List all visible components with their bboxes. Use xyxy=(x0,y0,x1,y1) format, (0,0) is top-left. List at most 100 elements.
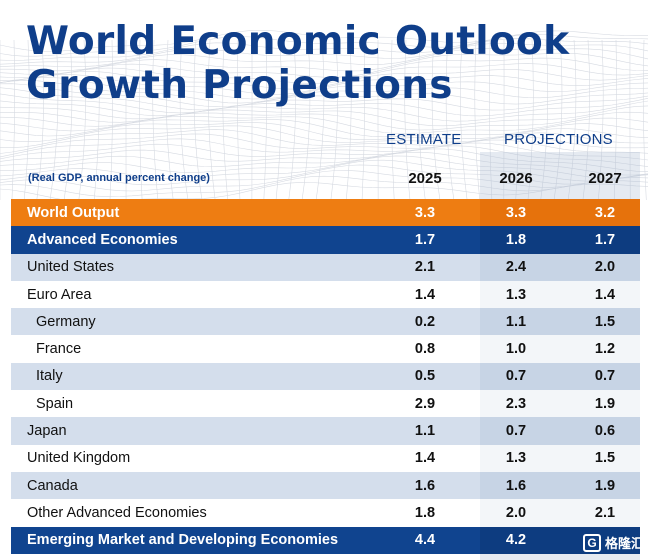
wave-line xyxy=(193,39,203,200)
projection-cell-shade xyxy=(480,226,640,254)
wave-mesh-background xyxy=(0,29,649,200)
row-label: Japan xyxy=(27,423,67,440)
value-2025: 1.4 xyxy=(414,450,436,467)
wave-line xyxy=(0,175,649,198)
wave-line xyxy=(0,159,649,182)
wave-line xyxy=(642,39,647,200)
wave-line xyxy=(474,39,481,200)
value-2027: 1.9 xyxy=(594,395,616,412)
year-header-2025: 2025 xyxy=(408,170,442,187)
wave-line xyxy=(515,39,520,200)
value-2027: 1.4 xyxy=(594,286,616,303)
wave-line xyxy=(36,39,45,200)
wave-line xyxy=(315,39,325,200)
title-line-2: Growth Projections xyxy=(26,63,453,108)
wave-line xyxy=(0,148,649,172)
wave-line xyxy=(222,39,229,200)
wave-line xyxy=(93,39,100,200)
value-2025: 4.4 xyxy=(414,532,436,549)
value-2025: 2.1 xyxy=(414,259,436,276)
value-2027: 0.7 xyxy=(594,368,616,385)
wave-line xyxy=(0,48,649,68)
wave-line xyxy=(417,39,426,200)
projections-header: PROJECTIONS xyxy=(504,131,613,148)
value-2026: 2.3 xyxy=(505,395,527,412)
wave-line xyxy=(78,39,87,200)
wave-line xyxy=(0,133,649,154)
value-2026: 2.4 xyxy=(505,259,527,276)
wave-line xyxy=(179,39,189,200)
value-2025: 1.8 xyxy=(414,504,436,521)
row-label: United Kingdom xyxy=(27,450,131,467)
value-2027: 1.7 xyxy=(594,231,616,248)
wave-line xyxy=(275,39,282,200)
value-2027: 2.1 xyxy=(594,504,616,521)
value-2026: 1.6 xyxy=(505,477,527,494)
wave-line xyxy=(301,39,311,200)
wave-line xyxy=(0,138,649,161)
wave-line xyxy=(288,39,297,200)
row-label: Advanced Economies xyxy=(27,231,178,248)
wave-line xyxy=(460,39,468,200)
table-row-united-states: United States 2.1 2.4 2.0 xyxy=(11,253,640,281)
value-2026: 1.3 xyxy=(505,286,527,303)
estimate-header: ESTIMATE xyxy=(386,131,462,148)
table-row-italy: Italy 0.5 0.7 0.7 xyxy=(11,362,640,391)
projection-cell-shade xyxy=(480,199,640,227)
wave-line xyxy=(582,39,590,200)
value-2026: 2.0 xyxy=(505,504,527,521)
table-row-germany: Germany 0.2 1.1 1.5 xyxy=(11,308,640,336)
wave-line xyxy=(49,39,59,200)
wave-line xyxy=(431,39,441,200)
value-2026: 0.7 xyxy=(505,368,527,385)
wave-line xyxy=(0,111,649,131)
wave-line xyxy=(0,170,649,192)
wave-line xyxy=(540,39,549,200)
row-label: France xyxy=(36,341,82,358)
wave-line xyxy=(0,29,648,52)
wave-line xyxy=(263,39,268,200)
wave-line xyxy=(0,38,649,61)
wave-line xyxy=(553,39,563,200)
value-2027: 1.5 xyxy=(594,313,616,330)
wave-line xyxy=(237,39,241,200)
growth-table: World Output 3.3 3.3 3.2 Advanced Econom… xyxy=(11,199,640,554)
wave-line xyxy=(613,39,617,200)
wave-line xyxy=(361,39,365,200)
wave-line xyxy=(0,182,649,200)
wave-line xyxy=(0,43,649,65)
gelonghui-logo-icon: G xyxy=(582,533,601,552)
value-2025: 1.1 xyxy=(414,423,436,440)
value-2027: 0.6 xyxy=(594,423,616,440)
value-2027: 3.2 xyxy=(594,204,616,221)
wave-line xyxy=(0,143,649,167)
table-row-canada: Canada 1.6 1.6 1.9 xyxy=(11,471,640,500)
row-label: World Output xyxy=(27,204,120,221)
wave-line xyxy=(152,39,159,200)
watermark: G 格隆汇 xyxy=(582,533,644,552)
wave-line xyxy=(445,39,455,200)
wave-line xyxy=(345,39,352,200)
value-2025: 1.6 xyxy=(414,477,436,494)
wave-line xyxy=(390,39,395,200)
row-label: Spain xyxy=(36,395,74,412)
row-label: Germany xyxy=(36,313,96,330)
table-row-advanced-economies: Advanced Economies 1.7 1.8 1.7 xyxy=(11,226,640,254)
wave-line xyxy=(0,119,649,138)
wave-line xyxy=(139,39,143,200)
wave-line xyxy=(0,122,649,140)
value-2025: 2.9 xyxy=(414,395,436,412)
value-2026: 4.2 xyxy=(505,532,527,549)
table-row-emerging-market-and-developing-economies: Emerging Market and Developing Economies… xyxy=(11,526,640,554)
wave-line xyxy=(0,52,649,72)
wave-line xyxy=(207,39,216,200)
value-2027: 2.0 xyxy=(594,259,616,276)
title-line-1: World Economic Outlook xyxy=(26,19,570,64)
value-2027: 1.2 xyxy=(594,341,616,358)
value-2026: 1.0 xyxy=(505,341,527,358)
wave-line xyxy=(0,115,649,134)
wave-line xyxy=(0,164,649,186)
value-2025: 1.7 xyxy=(414,231,436,248)
wave-line xyxy=(0,129,649,149)
wave-line xyxy=(0,125,649,144)
